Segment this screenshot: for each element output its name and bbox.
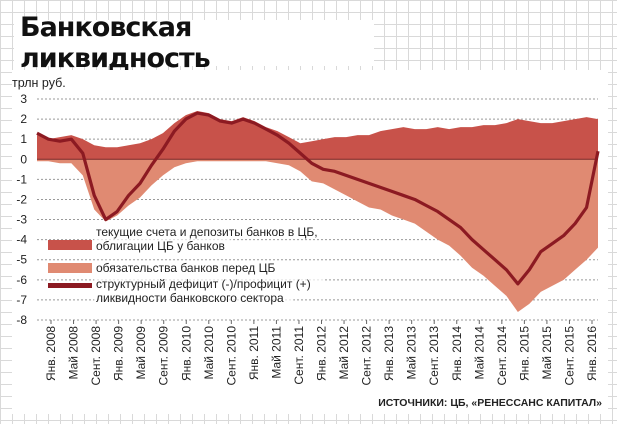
lines	[36, 111, 600, 286]
x-tick-label: Сент. 2010	[224, 326, 238, 386]
x-tick-label: Май 2011	[269, 326, 283, 379]
x-tick-label: Май 2013	[405, 326, 419, 380]
x-tick-label: Май 2015	[540, 326, 554, 380]
x-tick-label: Сент. 2012	[360, 326, 374, 386]
chart-title: Банковская ликвидность	[20, 12, 211, 74]
x-tick-label: Сент. 2015	[562, 326, 576, 386]
legend-label-accounts-bg	[94, 225, 332, 239]
y-tick-label: 2	[20, 112, 27, 126]
x-tick-label: Янв. 2010	[179, 326, 193, 381]
y-ticks: 3 2 1 0 -1 -2 -3 -4 -5 -6 -7 -8	[16, 92, 27, 327]
y-tick-label: -3	[16, 213, 27, 227]
x-tick-label: Сент. 2014	[495, 326, 509, 386]
legend-label-balance-cont-bg	[94, 291, 294, 305]
y-tick-label: -5	[16, 253, 27, 267]
legend-label-balance: структурный дефицит (-)/профицит (+)	[96, 277, 311, 291]
legend-label-obligations: обязательства банков перед ЦБ	[96, 261, 275, 275]
x-tick-label: Янв. 2013	[382, 326, 396, 381]
y-tick-label: -7	[16, 293, 27, 307]
legend-label-accounts-cont-bg	[94, 239, 231, 253]
x-tick-label: Май 2014	[472, 326, 486, 380]
x-tick-label: Янв. 2009	[112, 326, 126, 381]
y-axis-label: трлн руб.	[12, 76, 66, 90]
x-tick-label: Май 2008	[67, 326, 81, 380]
y-tick-label: -2	[16, 192, 27, 206]
legend-label-obligations-bg	[94, 261, 281, 275]
legend-swatch-balance	[48, 283, 92, 288]
y-tick-label: -8	[16, 313, 27, 327]
y-tick-label: -4	[16, 233, 27, 247]
x-tick-label: Май 2012	[337, 326, 351, 380]
y-tick-label: 3	[20, 92, 27, 106]
legend-label-accounts: текущие счета и депозиты банков в ЦБ,	[96, 225, 318, 239]
x-tick-label: Янв. 2008	[44, 326, 58, 381]
y-tick-label: -6	[16, 273, 27, 287]
x-tick-label: Янв. 2012	[315, 326, 329, 381]
legend-label-balance-cont: ликвидности банковского сектора	[96, 291, 284, 305]
x-tick-label: Сент. 2009	[157, 326, 171, 386]
balance-line	[36, 111, 600, 286]
y-tick-label: 0	[20, 152, 27, 166]
areas	[37, 111, 598, 312]
x-tick-label: Янв. 2014	[450, 326, 464, 381]
legend-label-balance-bg	[94, 277, 325, 291]
chart-title-box: Банковская ликвидность	[14, 12, 374, 74]
x-tick-label: Май 2010	[202, 326, 216, 380]
legend-label-accounts-cont: облигации ЦБ у банков	[96, 239, 225, 253]
legend-swatch-accounts	[48, 240, 92, 250]
x-tick-label: Сент. 2008	[89, 326, 103, 386]
x-tick-label: Янв. 2016	[585, 326, 599, 381]
x-ticks: Янв. 2008 Май 2008 Сент. 2008 Янв. 2009 Май …	[44, 320, 599, 386]
y-tick-label: 1	[20, 132, 27, 146]
source-note: ИСТОЧНИКИ: ЦБ, «РЕНЕССАНС КАПИТАЛ»	[378, 397, 602, 409]
x-tick-label: Сент. 2011	[292, 326, 306, 385]
x-tick-label: Янв. 2015	[517, 326, 531, 381]
x-tick-label: Янв. 2011	[247, 326, 261, 380]
chart-svg: трлн руб. 3 2 1 0 -1 -2 -3 -4 -5 -6 -7 -8 Янв. 2008…	[12, 76, 602, 409]
legend-swatch-obligations	[48, 263, 92, 273]
obligations-area	[37, 159, 598, 312]
legend: текущие счета и депозиты банков в ЦБ,обл…	[48, 225, 332, 305]
y-tick-label: -1	[16, 172, 27, 186]
x-tick-label: Сент. 2013	[427, 326, 441, 386]
x-tick-label: Май 2009	[134, 326, 148, 380]
accounts-area	[37, 111, 598, 160]
